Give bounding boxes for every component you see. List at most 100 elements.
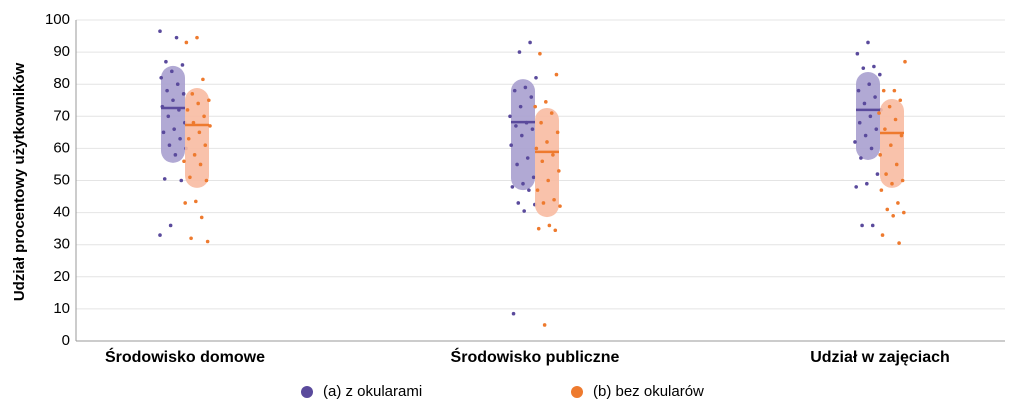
data-point <box>159 75 163 80</box>
data-point <box>509 143 513 147</box>
data-point <box>510 185 515 189</box>
data-point <box>536 226 541 231</box>
data-point <box>552 197 556 202</box>
data-point <box>887 104 892 109</box>
data-point <box>207 98 211 103</box>
data-point <box>546 178 550 183</box>
legend-marker <box>571 386 583 398</box>
data-point <box>518 104 523 109</box>
range-band <box>161 65 185 163</box>
y-tick-label: 60 <box>53 139 70 156</box>
data-point <box>162 177 167 181</box>
data-point <box>534 146 539 151</box>
data-point <box>899 133 904 138</box>
data-point <box>863 133 868 138</box>
data-point <box>521 181 525 186</box>
data-point <box>549 111 554 115</box>
data-point <box>192 153 197 157</box>
y-tick-label: 90 <box>53 43 70 60</box>
data-point <box>873 95 877 99</box>
range-band <box>880 98 904 188</box>
data-point <box>547 223 552 228</box>
data-point <box>541 201 546 205</box>
data-point <box>177 108 181 112</box>
legend-marker <box>301 386 313 398</box>
data-point <box>896 201 900 205</box>
data-point <box>158 29 162 34</box>
data-point <box>161 130 166 135</box>
data-point <box>558 204 562 208</box>
data-point <box>902 210 906 215</box>
data-point <box>191 120 196 125</box>
x-tick-label: Udział w zajęciach <box>810 349 950 366</box>
y-tick-label: 10 <box>53 300 70 317</box>
data-point <box>171 98 175 103</box>
data-point <box>524 120 529 125</box>
data-point <box>512 88 517 93</box>
data-point <box>551 153 555 157</box>
y-tick-label: 70 <box>53 107 70 124</box>
data-point <box>208 124 212 128</box>
data-point <box>528 40 532 45</box>
data-point <box>204 178 209 183</box>
data-point <box>874 127 879 131</box>
data-point <box>897 241 901 245</box>
y-tick-label: 40 <box>53 204 70 221</box>
data-point <box>201 77 205 82</box>
data-point <box>203 143 208 147</box>
data-point <box>198 162 203 167</box>
data-point <box>525 156 530 160</box>
data-point <box>892 88 897 93</box>
y-tick-label: 30 <box>53 236 70 253</box>
data-point <box>508 114 512 119</box>
data-point <box>898 98 903 103</box>
data-point <box>900 178 905 183</box>
data-point <box>855 51 860 56</box>
data-point <box>542 323 547 327</box>
data-point <box>903 59 907 64</box>
y-tick-label: 50 <box>53 171 70 188</box>
data-point <box>520 133 524 138</box>
data-point <box>867 82 871 86</box>
data-point <box>194 199 198 204</box>
data-point <box>856 88 861 93</box>
data-point <box>540 159 545 164</box>
y-tick-label: 80 <box>53 75 70 92</box>
data-point <box>879 188 884 192</box>
data-point <box>179 178 184 183</box>
data-point <box>857 120 862 125</box>
data-point <box>545 140 549 144</box>
data-point <box>183 201 187 205</box>
x-tick-label: Środowisko domowe <box>105 347 265 366</box>
data-point <box>880 233 885 237</box>
y-tick-label: 0 <box>62 332 70 349</box>
data-point <box>180 63 185 67</box>
data-point <box>166 114 171 119</box>
data-point <box>891 214 895 218</box>
data-point <box>516 201 521 205</box>
data-point <box>531 175 536 180</box>
data-point <box>553 228 558 233</box>
data-point <box>890 181 894 186</box>
data-point <box>889 143 893 147</box>
data-point <box>514 124 518 128</box>
legend-label: (b) bez okularów <box>593 383 704 400</box>
data-point <box>555 130 560 135</box>
data-point <box>523 85 528 90</box>
data-point <box>894 162 899 167</box>
data-point <box>865 181 869 186</box>
data-point <box>515 162 519 167</box>
data-point <box>160 104 165 109</box>
data-point <box>174 35 179 40</box>
data-point <box>184 40 189 45</box>
y-tick-label: 20 <box>53 268 70 285</box>
data-point <box>883 127 887 131</box>
data-point <box>168 223 173 228</box>
data-point <box>178 136 182 141</box>
data-point <box>544 100 548 104</box>
data-point <box>170 69 174 74</box>
data-point <box>861 66 866 70</box>
range-band <box>856 72 880 160</box>
data-point <box>868 114 873 119</box>
data-point <box>529 95 534 99</box>
